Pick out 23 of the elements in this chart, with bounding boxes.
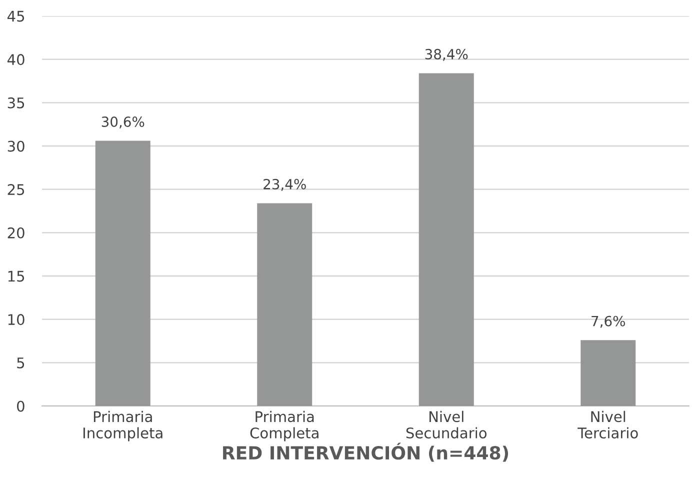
x-tick-label: Nivel Secundario — [406, 410, 487, 438]
y-tick-label: 10 — [8, 314, 24, 326]
bar — [257, 203, 312, 406]
y-tick-label: 35 — [8, 97, 24, 108]
bar — [580, 340, 636, 406]
x-axis-title: RED INTERVENCIÓN (n=448) — [223, 442, 508, 462]
y-tick-label: 0 — [17, 400, 24, 412]
y-tick-label: 40 — [7, 54, 24, 66]
data-label: 23,4% — [264, 178, 306, 191]
y-tick-label: 5 — [17, 358, 24, 368]
x-tick-label: Primaria Completa — [250, 410, 318, 442]
data-label: 38,4% — [425, 48, 468, 61]
data-label: 7,6% — [592, 316, 625, 328]
bar — [418, 73, 474, 406]
y-tick-label: 30 — [8, 140, 24, 152]
y-tick-label: 20 — [8, 227, 24, 238]
y-tick-label: 45 — [7, 10, 24, 22]
data-label: 30,6% — [102, 116, 144, 128]
bar — [95, 140, 150, 406]
y-tick-label: 15 — [8, 270, 24, 282]
x-tick-label: Nivel Terciario — [578, 410, 638, 438]
x-tick-label: Primaria Incompleta — [83, 410, 162, 442]
y-tick-label: 25 — [8, 184, 24, 196]
